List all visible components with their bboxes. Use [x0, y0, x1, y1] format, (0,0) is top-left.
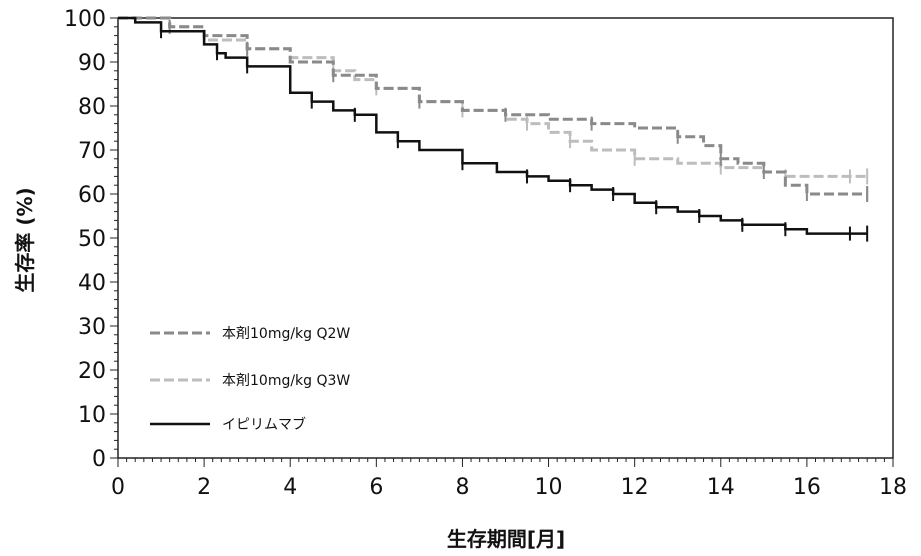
series-line	[118, 16, 868, 178]
plot-border	[117, 17, 894, 459]
y-tick-label: 20	[78, 359, 106, 384]
x-axis: 0 2 4 6 8 10 12 14 16 18	[111, 458, 907, 500]
y-tick-label: 60	[78, 183, 106, 208]
plot-frame	[117, 17, 894, 459]
x-tick-label: 10	[535, 475, 563, 500]
y-tick-label: 70	[78, 139, 106, 164]
y-tick-label: 80	[78, 95, 106, 120]
y-tick-label: 40	[78, 271, 106, 296]
y-tick-label: 10	[78, 403, 106, 428]
y-tick-label: 100	[64, 7, 106, 32]
y-axis-title: 生存率 (%)	[13, 187, 37, 292]
x-tick-label: 0	[111, 475, 125, 500]
x-tick-label: 6	[369, 475, 383, 500]
x-tick-label: 4	[283, 475, 297, 500]
legend-label: イピリムマブ	[222, 416, 306, 433]
x-axis-title: 生存期間[月]	[447, 527, 565, 551]
y-axis: 0 10 20 30 40 50 60 70 80 90 100	[64, 7, 118, 472]
y-tick-label: 0	[92, 447, 106, 472]
legend-label: 本剤10mg/kg Q3W	[222, 373, 350, 389]
x-tick-label: 18	[879, 475, 907, 500]
x-tick-label: 8	[455, 475, 469, 500]
legend: 本剤10mg/kg Q2W 本剤10mg/kg Q3W イピリムマブ	[150, 326, 350, 433]
x-tick-label: 2	[197, 475, 211, 500]
y-tick-label: 50	[78, 227, 106, 252]
x-tick-label: 14	[707, 475, 735, 500]
x-tick-label: 12	[621, 475, 649, 500]
series-layer	[118, 16, 869, 242]
series-line	[118, 16, 868, 235]
y-tick-label: 30	[78, 315, 106, 340]
y-tick-label: 90	[78, 51, 106, 76]
x-tick-label: 16	[793, 475, 821, 500]
legend-label: 本剤10mg/kg Q2W	[222, 326, 350, 342]
